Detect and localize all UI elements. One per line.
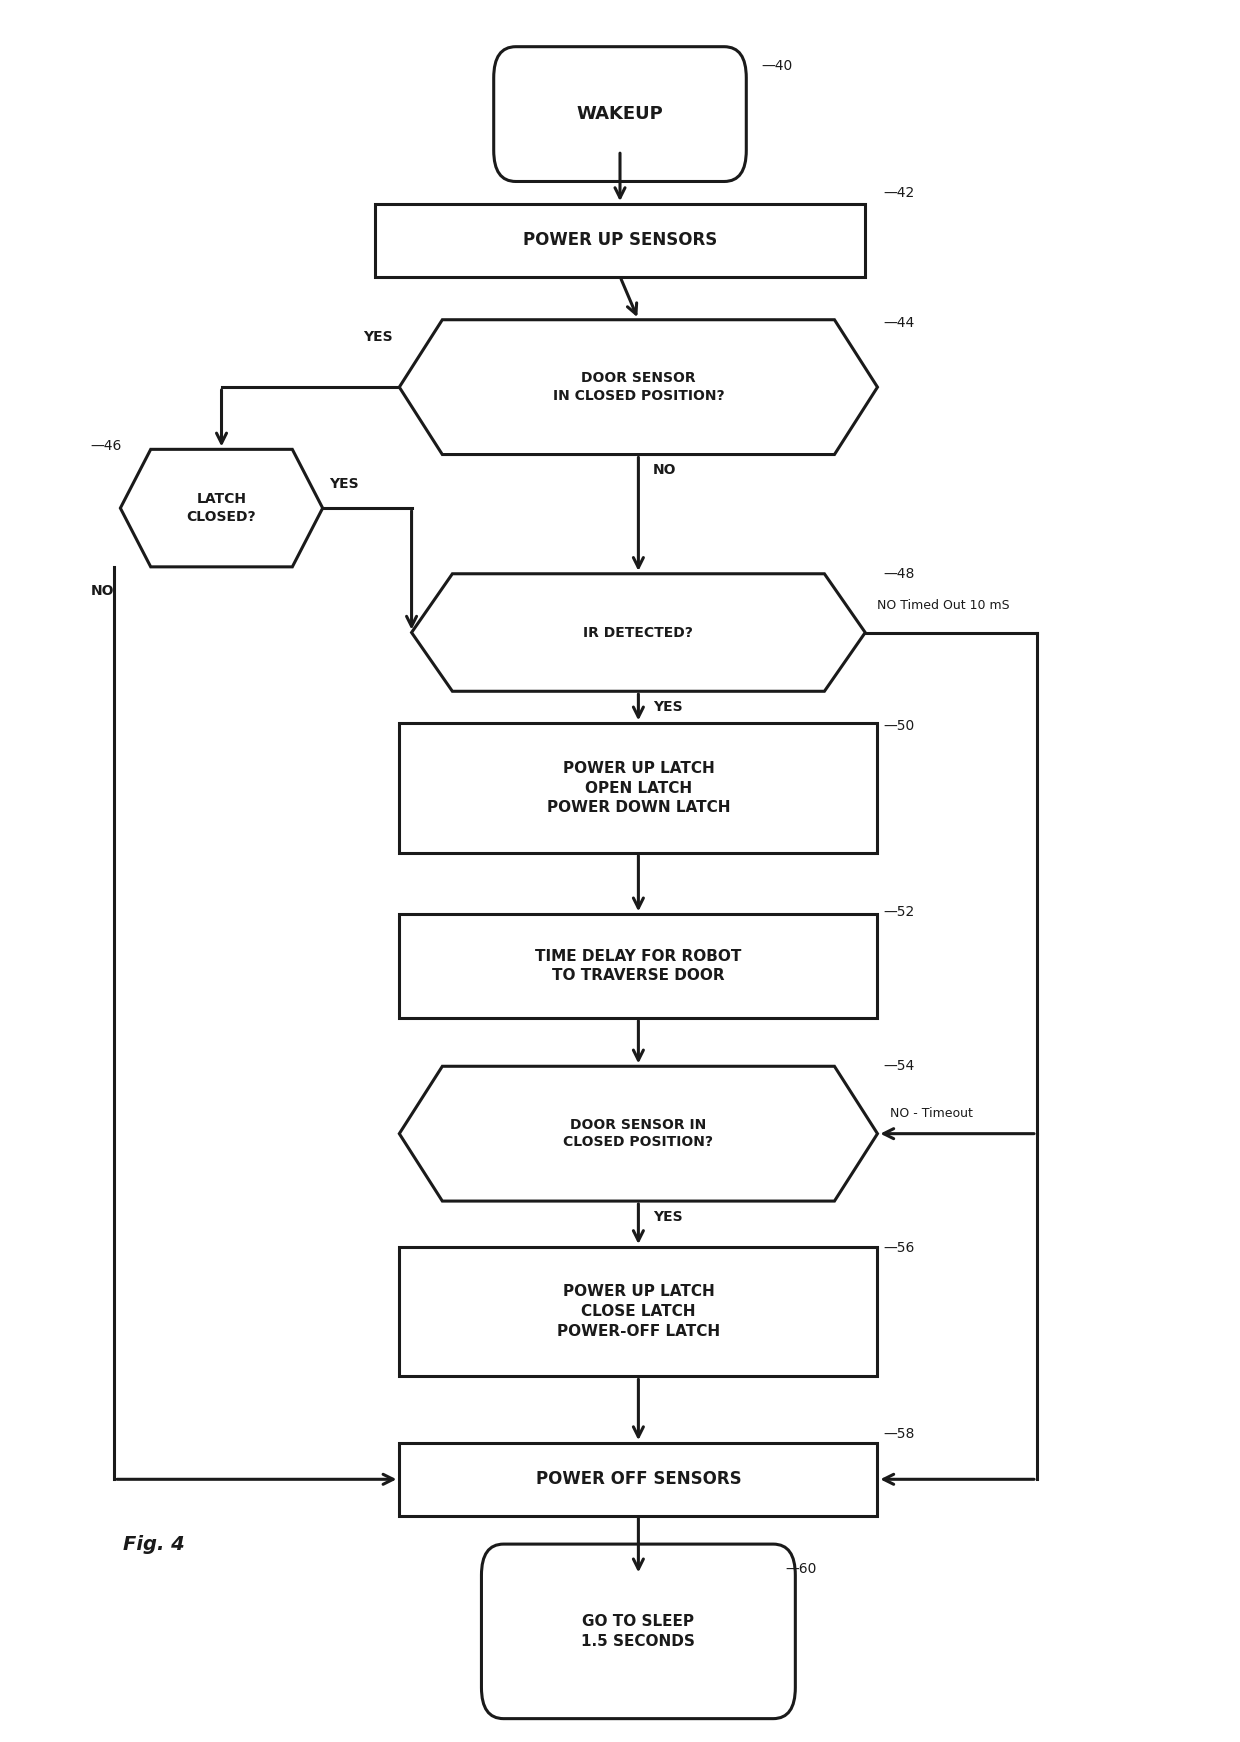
Text: NO: NO	[91, 584, 114, 598]
Text: —52: —52	[884, 906, 915, 920]
Text: —60: —60	[785, 1563, 817, 1577]
Polygon shape	[399, 321, 878, 455]
Text: GO TO SLEEP
1.5 SECONDS: GO TO SLEEP 1.5 SECONDS	[582, 1615, 696, 1648]
Text: POWER OFF SENSORS: POWER OFF SENSORS	[536, 1470, 742, 1488]
Text: YES: YES	[363, 329, 393, 343]
Text: LATCH
CLOSED?: LATCH CLOSED?	[187, 493, 257, 524]
Polygon shape	[120, 449, 322, 566]
Text: —50: —50	[884, 719, 915, 733]
Text: —44: —44	[884, 315, 915, 329]
Polygon shape	[399, 1066, 878, 1200]
Text: POWER UP LATCH
OPEN LATCH
POWER DOWN LATCH: POWER UP LATCH OPEN LATCH POWER DOWN LAT…	[547, 761, 730, 815]
Text: WAKEUP: WAKEUP	[577, 105, 663, 124]
Text: POWER UP SENSORS: POWER UP SENSORS	[523, 232, 717, 249]
Text: YES: YES	[329, 477, 358, 491]
Text: —54: —54	[884, 1059, 915, 1073]
Bar	[399, 1247, 878, 1376]
Text: DOOR SENSOR IN
CLOSED POSITION?: DOOR SENSOR IN CLOSED POSITION?	[563, 1118, 713, 1150]
FancyBboxPatch shape	[494, 47, 746, 181]
Text: DOOR SENSOR
IN CLOSED POSITION?: DOOR SENSOR IN CLOSED POSITION?	[553, 371, 724, 402]
Text: —46: —46	[91, 439, 122, 453]
Bar	[399, 915, 878, 1017]
FancyBboxPatch shape	[481, 1543, 795, 1719]
Text: NO Timed Out 10 mS: NO Timed Out 10 mS	[878, 599, 1011, 611]
Text: NO - Timeout: NO - Timeout	[890, 1106, 972, 1120]
Text: —42: —42	[884, 186, 915, 200]
Text: POWER UP LATCH
CLOSE LATCH
POWER-OFF LATCH: POWER UP LATCH CLOSE LATCH POWER-OFF LAT…	[557, 1284, 720, 1340]
Bar	[399, 723, 878, 854]
Text: TIME DELAY FOR ROBOT
TO TRAVERSE DOOR: TIME DELAY FOR ROBOT TO TRAVERSE DOOR	[536, 949, 742, 984]
Text: IR DETECTED?: IR DETECTED?	[584, 625, 693, 639]
Text: —56: —56	[884, 1240, 915, 1254]
Text: —58: —58	[884, 1427, 915, 1441]
Text: YES: YES	[653, 1209, 683, 1223]
Bar	[399, 1442, 878, 1516]
Polygon shape	[412, 573, 866, 692]
Bar	[374, 204, 866, 277]
Text: —40: —40	[761, 59, 792, 73]
Text: YES: YES	[653, 700, 683, 714]
Text: —48: —48	[884, 566, 915, 580]
Text: NO: NO	[653, 463, 677, 477]
Text: Fig. 4: Fig. 4	[124, 1535, 185, 1554]
